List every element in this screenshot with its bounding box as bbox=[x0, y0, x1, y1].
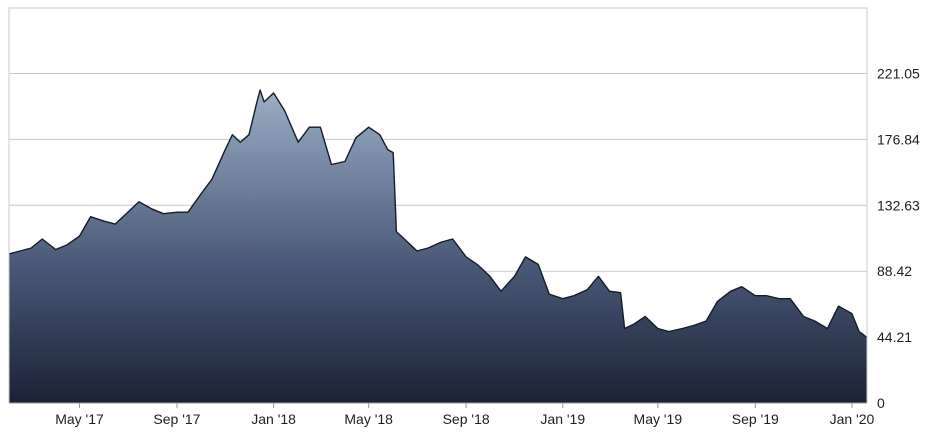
y-tick-label: 88.42 bbox=[877, 263, 912, 279]
x-tick-label: Jan '18 bbox=[251, 411, 296, 427]
x-tick-label: May '18 bbox=[344, 411, 393, 427]
x-axis-labels: May '17 Sep '17 Jan '18 May '18 Sep '18 Jan '… bbox=[55, 403, 875, 427]
area-layer bbox=[8, 89, 868, 403]
x-tick-label: Jan '20 bbox=[830, 411, 875, 427]
x-tick-label: May '17 bbox=[55, 411, 104, 427]
x-tick-label: Jan '19 bbox=[540, 411, 585, 427]
x-tick-label: Sep '19 bbox=[732, 411, 779, 427]
y-tick-label: 176.84 bbox=[877, 131, 920, 147]
y-tick-label: 132.63 bbox=[877, 197, 920, 213]
x-tick-label: Sep '17 bbox=[153, 411, 200, 427]
y-axis-labels: 0 44.21 88.42 132.63 176.84 221.05 bbox=[877, 66, 920, 411]
series-line bbox=[8, 89, 868, 338]
y-tick-label: 221.05 bbox=[877, 66, 920, 82]
y-tick-label: 44.21 bbox=[877, 329, 912, 345]
frame-layer bbox=[8, 7, 868, 404]
series-area bbox=[9, 90, 867, 403]
x-tick-label: Sep '18 bbox=[443, 411, 490, 427]
x-tick-label: May '19 bbox=[634, 411, 683, 427]
y-tick-label: 0 bbox=[877, 395, 885, 411]
